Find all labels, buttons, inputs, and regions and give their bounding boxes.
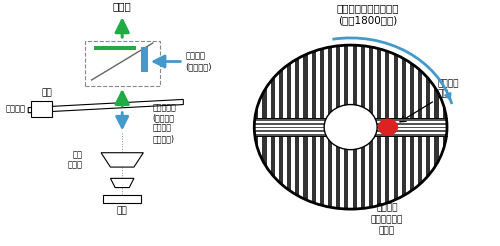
Text: カメラ: カメラ [113, 1, 132, 11]
Bar [254, 45, 258, 209]
Bar [254, 134, 447, 136]
Bar [377, 45, 381, 209]
Text: 顕微鏡の
光路: 顕微鏡の 光路 [438, 79, 459, 98]
Bar [320, 45, 324, 209]
Text: 円盤: 円盤 [42, 88, 52, 97]
Bar [312, 45, 316, 209]
Bar [410, 45, 414, 209]
Bar [84, 41, 160, 86]
Circle shape [378, 119, 398, 136]
Bar [295, 45, 300, 209]
Bar [394, 45, 398, 209]
Text: 試料: 試料 [117, 207, 128, 216]
Bar [336, 45, 340, 209]
Polygon shape [28, 99, 184, 113]
Text: フィルター
(照明光と
観察光を
分離する): フィルター (照明光と 観察光を 分離する) [153, 103, 176, 143]
Circle shape [254, 45, 447, 209]
Text: 対物
レンズ: 対物 レンズ [67, 150, 82, 169]
Polygon shape [110, 178, 134, 187]
Bar [30, 101, 52, 117]
Text: 円盤を高速回転させる: 円盤を高速回転させる [336, 3, 399, 13]
Text: 照明光源
(レーザー): 照明光源 (レーザー) [186, 51, 212, 72]
Bar [262, 45, 266, 209]
Bar [434, 45, 438, 209]
Bar [426, 45, 430, 209]
Bar [141, 47, 148, 72]
Bar [304, 45, 308, 209]
Bar [402, 45, 406, 209]
Bar [254, 123, 447, 125]
Bar [344, 45, 348, 209]
Bar [279, 45, 283, 209]
Bar [386, 45, 390, 209]
Bar [418, 45, 422, 209]
Bar [254, 119, 447, 121]
Bar [328, 45, 332, 209]
Bar [270, 45, 275, 209]
Circle shape [324, 105, 377, 150]
Bar [104, 195, 141, 203]
Text: (毎分1800回転): (毎分1800回転) [338, 15, 397, 26]
Text: モーター: モーター [6, 105, 26, 114]
Bar [369, 45, 373, 209]
Bar [287, 45, 291, 209]
Bar [254, 130, 447, 132]
Text: 理論的に
最適化された
縞模様: 理論的に 最適化された 縞模様 [370, 204, 403, 235]
Bar [361, 45, 365, 209]
Bar [352, 45, 356, 209]
Bar [442, 45, 447, 209]
Bar [254, 118, 447, 136]
Polygon shape [101, 153, 144, 167]
Bar [94, 46, 136, 50]
Bar [254, 127, 447, 128]
